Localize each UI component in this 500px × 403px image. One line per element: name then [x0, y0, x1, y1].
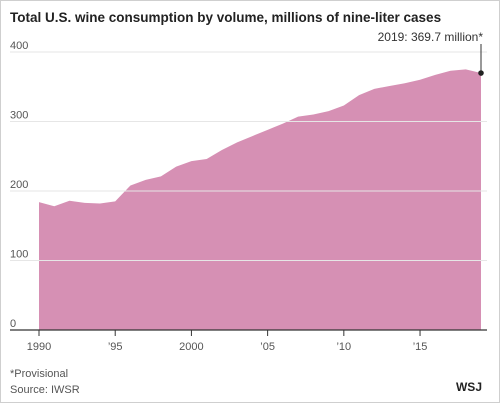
footnote: *Provisional [10, 368, 68, 380]
annotation: 2019: 369.7 million* [378, 30, 484, 44]
chart-title: Total U.S. wine consumption by volume, m… [10, 10, 441, 25]
y-tick-label: 0 [10, 318, 16, 330]
logo: WSJ [456, 380, 482, 394]
x-tick-label: 1990 [27, 341, 51, 353]
y-tick-label: 100 [10, 249, 28, 261]
x-tick-label: ’15 [413, 341, 428, 353]
x-tick-label: ’05 [260, 341, 275, 353]
annotation-dot [478, 70, 484, 76]
source: Source: IWSR [10, 384, 80, 396]
x-tick-label: ’95 [108, 341, 123, 353]
plot: 0 100 200 300 400 1990 ’95 2000 ’05 ’10 ’15 2019: 3… [10, 30, 487, 353]
y-tick-label: 300 [10, 110, 28, 122]
x-tick-label: ’10 [336, 341, 351, 353]
y-tick-label: 400 [10, 40, 28, 52]
x-tick-label: 2000 [179, 341, 203, 353]
area [39, 69, 481, 330]
y-tick-label: 200 [10, 179, 28, 191]
